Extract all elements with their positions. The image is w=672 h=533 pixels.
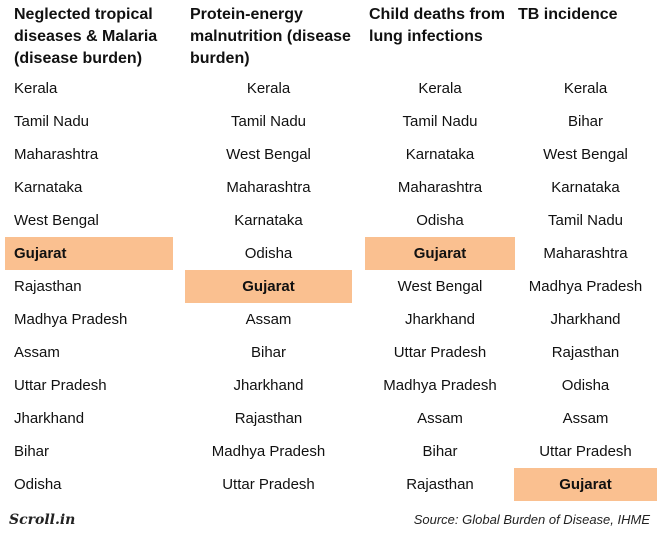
table-cell: Uttar Pradesh [222,476,315,493]
table-cell: West Bengal [226,146,311,163]
table-cell-highlighted: Gujarat [185,270,352,303]
table-cell: Karnataka [234,212,303,229]
table-row: Assam Bihar Uttar Pradesh Rajasthan [0,336,672,369]
table-cell: Assam [245,311,292,328]
table-cell: Maharashtra [14,146,99,163]
table-cell: Karnataka [405,146,475,163]
table-cell: Kerala [418,80,462,97]
table-row: Kerala Kerala Kerala Kerala [0,72,672,105]
header-child-lung-deaths: Child deaths from lung infections [369,6,506,45]
table-cell: Assam [417,410,463,427]
table-cell: Assam [14,344,60,361]
table-cell: Uttar Pradesh [539,443,632,460]
table-body: Kerala Kerala Kerala Kerala Tamil Nadu Tamil … [0,72,672,501]
table-row: Maharashtra West Bengal Karnataka West Beng… [0,138,672,171]
table-cell: Rajasthan [14,278,82,295]
table-cell: West Bengal [397,278,483,295]
table-cell: Bihar [422,443,458,460]
table-cell: West Bengal [14,212,99,229]
table-cell: Madhya Pradesh [383,377,497,394]
table-cell: Maharashtra [543,245,628,262]
table-row: Odisha Uttar Pradesh Rajasthan Gujarat [0,468,672,501]
table-row: Bihar Madhya Pradesh Bihar Uttar Pradesh [0,435,672,468]
table-cell: Tamil Nadu [402,113,478,130]
table-cell: Tamil Nadu [547,212,624,229]
table-cell: Karnataka [14,179,83,196]
table-cell: Maharashtra [226,179,311,196]
table-cell: Karnataka [551,179,620,196]
table-cell: Odisha [561,377,610,394]
scroll-logo: Scroll.in [9,512,76,528]
header-malnutrition: Protein-energy malnutrition (disease bur… [190,6,351,67]
table-cell: West Bengal [543,146,628,163]
table-cell: Kerala [14,80,58,97]
table-cell: Assam [562,410,609,427]
table-cell: Rajasthan [551,344,620,361]
table-cell-highlighted: Gujarat [365,237,515,270]
table-cell: Odisha [416,212,464,229]
source-note: Source: Global Burden of Disease, IHME [413,512,650,527]
table-cell-highlighted: Gujarat [5,237,173,270]
table-cell: Odisha [244,245,293,262]
header-tb-incidence: TB incidence [518,6,618,23]
table-cell: Kerala [246,80,291,97]
table-cell: Uttar Pradesh [14,377,107,394]
table-row: Jharkhand Rajasthan Assam Assam [0,402,672,435]
table-cell: Bihar [567,113,604,130]
table-cell: Jharkhand [404,311,476,328]
table-row: Uttar Pradesh Jharkhand Madhya Pradesh Odis… [0,369,672,402]
table-cell: Madhya Pradesh [14,311,128,328]
table-cell: Odisha [14,476,62,493]
table-row: Karnataka Maharashtra Maharashtra Karnataka [0,171,672,204]
table-cell-highlighted: Gujarat [514,468,657,501]
table-cell: Madhya Pradesh [211,443,326,460]
table-cell: Bihar [250,344,287,361]
table-row: West Bengal Karnataka Odisha Tamil Nadu [0,204,672,237]
table-cell: Bihar [14,443,50,460]
table-row: Gujarat Odisha Gujarat Maharashtra [0,237,672,270]
table-cell: Madhya Pradesh [528,278,643,295]
table-cell: Jharkhand [233,377,304,394]
table-cell: Kerala [563,80,608,97]
table-cell: Uttar Pradesh [393,344,487,361]
table-cell: Rajasthan [406,476,474,493]
footer: Scroll.in Source: Global Burden of Disea… [0,509,672,531]
header-ntd-malaria: Neglected tropical diseases & Malaria (d… [14,6,158,67]
table-cell: Jharkhand [14,410,85,427]
table-cell: Tamil Nadu [230,113,307,130]
table-cell: Tamil Nadu [14,113,90,130]
table-row: Tamil Nadu Tamil Nadu Tamil Nadu Bihar [0,105,672,138]
table-row: Rajasthan Gujarat West Bengal Madhya Prades… [0,270,672,303]
table-cell: Maharashtra [397,179,483,196]
table-cell: Rajasthan [234,410,303,427]
table-row: Madhya Pradesh Assam Jharkhand Jharkhand [0,303,672,336]
table-header: Neglected tropical diseases & Malaria (d… [0,4,672,72]
table-cell: Jharkhand [550,311,621,328]
